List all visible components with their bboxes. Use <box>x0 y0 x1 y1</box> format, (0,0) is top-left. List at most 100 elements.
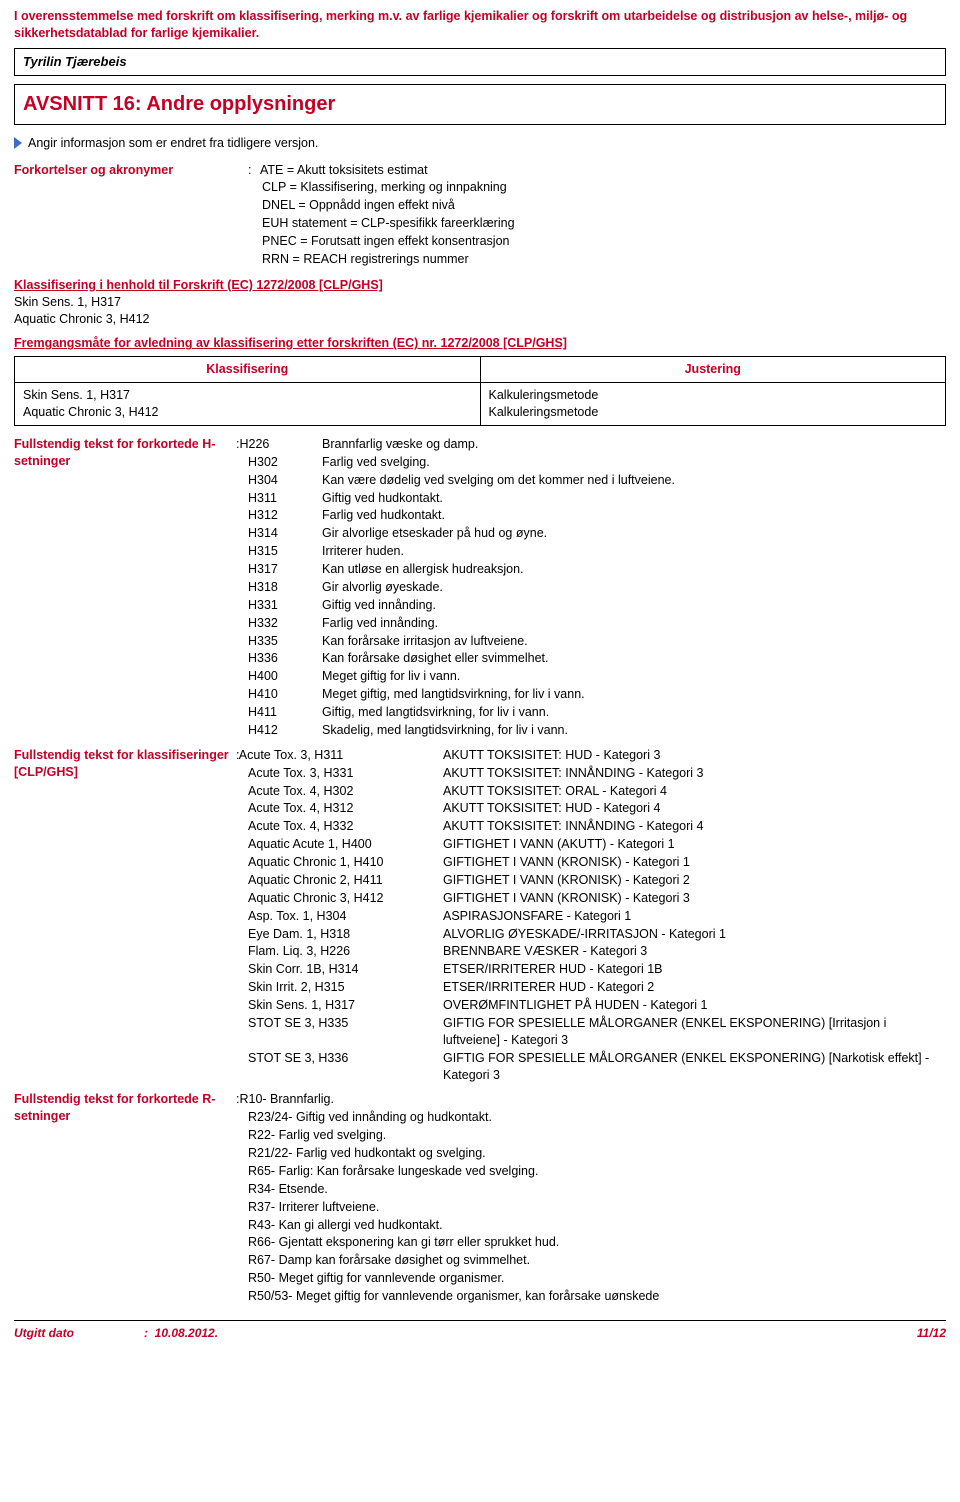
h-code: H304 <box>248 472 310 489</box>
section-title: AVSNITT 16: Andre opplysninger <box>14 84 946 125</box>
h-code: : H226 <box>248 436 310 453</box>
h-code: H332 <box>248 615 310 632</box>
h-code: H317 <box>248 561 310 578</box>
clp-text: GIFTIG FOR SPESIELLE MÅLORGANER (ENKEL E… <box>443 1015 946 1049</box>
h-text: Brannfarlig væske og damp. <box>322 436 946 453</box>
clp-code: Acute Tox. 3, H331 <box>248 765 433 782</box>
footer-date-label: Utgitt dato <box>14 1326 74 1340</box>
page-footer: Utgitt dato : 10.08.2012. 11/12 <box>14 1320 946 1341</box>
r-line: R50/53- Meget giftig for vannlevende org… <box>248 1288 946 1305</box>
r-line: R43- Kan gi allergi ved hudkontakt. <box>248 1217 946 1234</box>
h-code: H315 <box>248 543 310 560</box>
procedure-heading: Fremgangsmåte for avledning av klassifis… <box>14 335 946 352</box>
change-flag-icon <box>14 137 22 149</box>
clp-text: AKUTT TOKSISITET: HUD - Kategori 3 <box>443 747 946 764</box>
table-cell: Skin Sens. 1, H317 <box>23 387 472 404</box>
h-text: Giftig ved innånding. <box>322 597 946 614</box>
clp-text: AKUTT TOKSISITET: HUD - Kategori 4 <box>443 800 946 817</box>
abbreviations-list: : ATE = Akutt toksisitets estimat CLP = … <box>248 162 946 269</box>
clp-code: Acute Tox. 4, H332 <box>248 818 433 835</box>
clp-code: Aquatic Chronic 3, H412 <box>248 890 433 907</box>
regulation-header: I overensstemmelse med forskrift om klas… <box>14 8 946 42</box>
abbr-item: CLP = Klassifisering, merking og innpakn… <box>248 179 946 196</box>
r-line: R67- Damp kan forårsake døsighet og svim… <box>248 1252 946 1269</box>
h-code: H336 <box>248 650 310 667</box>
r-line: R22- Farlig ved svelging. <box>248 1127 946 1144</box>
classification-line: Skin Sens. 1, H317 <box>14 294 946 311</box>
clpghs-list: : Acute Tox. 3, H311AKUTT TOKSISITET: HU… <box>248 747 946 1084</box>
clp-code: Skin Sens. 1, H317 <box>248 997 433 1014</box>
clp-code: Flam. Liq. 3, H226 <box>248 943 433 960</box>
abbr-item: ATE = Akutt toksisitets estimat <box>260 163 428 177</box>
clp-code: Eye Dam. 1, H318 <box>248 926 433 943</box>
h-code: H335 <box>248 633 310 650</box>
abbr-item: RRN = REACH registrerings nummer <box>248 251 946 268</box>
table-header: Justering <box>480 357 946 383</box>
h-code: H410 <box>248 686 310 703</box>
clp-text: ASPIRASJONSFARE - Kategori 1 <box>443 908 946 925</box>
h-text: Irriterer huden. <box>322 543 946 560</box>
h-code: H411 <box>248 704 310 721</box>
h-text: Skadelig, med langtidsvirkning, for liv … <box>322 722 946 739</box>
h-text: Farlig ved svelging. <box>322 454 946 471</box>
clp-code: Acute Tox. 4, H302 <box>248 783 433 800</box>
r-line: R21/22- Farlig ved hudkontakt og svelgin… <box>248 1145 946 1162</box>
clp-text: ALVORLIG ØYESKADE/-IRRITASJON - Kategori… <box>443 926 946 943</box>
h-text: Kan forårsake irritasjon av luftveiene. <box>322 633 946 650</box>
clp-text: GIFTIG FOR SPESIELLE MÅLORGANER (ENKEL E… <box>443 1050 946 1084</box>
h-code: H302 <box>248 454 310 471</box>
r-line: R23/24- Giftig ved innånding og hudkonta… <box>248 1109 946 1126</box>
h-text: Kan forårsake døsighet eller svimmelhet. <box>322 650 946 667</box>
table-cell: Kalkuleringsmetode <box>489 404 938 421</box>
h-code: H311 <box>248 490 310 507</box>
clp-text: GIFTIGHET I VANN (AKUTT) - Kategori 1 <box>443 836 946 853</box>
clp-code: Skin Irrit. 2, H315 <box>248 979 433 996</box>
h-text: Farlig ved hudkontakt. <box>322 507 946 524</box>
r-statements-block: Fullstendig tekst for forkortede R-setni… <box>14 1091 946 1306</box>
h-text: Farlig ved innånding. <box>322 615 946 632</box>
table-header: Klassifisering <box>15 357 481 383</box>
h-code: H412 <box>248 722 310 739</box>
r-statements-list: : R10- Brannfarlig.R23/24- Giftig ved in… <box>248 1091 946 1306</box>
clp-text: ETSER/IRRITERER HUD - Kategori 2 <box>443 979 946 996</box>
classification-line: Aquatic Chronic 3, H412 <box>14 311 946 328</box>
clpghs-block: Fullstendig tekst for klassifiseringer [… <box>14 747 946 1084</box>
h-text: Gir alvorlige etseskader på hud og øyne. <box>322 525 946 542</box>
h-text: Meget giftig for liv i vann. <box>322 668 946 685</box>
abbr-item: PNEC = Forutsatt ingen effekt konsentras… <box>248 233 946 250</box>
product-box: Tyrilin Tjærebeis <box>14 48 946 76</box>
clp-code: Asp. Tox. 1, H304 <box>248 908 433 925</box>
clp-code: STOT SE 3, H335 <box>248 1015 433 1049</box>
r-line: R66- Gjentatt eksponering kan gi tørr el… <box>248 1234 946 1251</box>
clp-code: Acute Tox. 4, H312 <box>248 800 433 817</box>
intro-text: Angir informasjon som er endret fra tidl… <box>28 135 318 152</box>
clp-text: AKUTT TOKSISITET: ORAL - Kategori 4 <box>443 783 946 800</box>
r-line: R65- Farlig: Kan forårsake lungeskade ve… <box>248 1163 946 1180</box>
abbreviations-label: Forkortelser og akronymer <box>14 162 244 269</box>
clp-text: BRENNBARE VÆSKER - Kategori 3 <box>443 943 946 960</box>
r-line: R50- Meget giftig for vannlevende organi… <box>248 1270 946 1287</box>
h-text: Meget giftig, med langtidsvirkning, for … <box>322 686 946 703</box>
classification-heading: Klassifisering i henhold til Forskrift (… <box>14 277 946 294</box>
clp-code: Skin Corr. 1B, H314 <box>248 961 433 978</box>
footer-date: 10.08.2012. <box>155 1326 218 1340</box>
h-statements-list: : H226 Brannfarlig væske og damp. H302 Farl… <box>248 436 946 739</box>
abbr-item: DNEL = Oppnådd ingen effekt nivå <box>248 197 946 214</box>
h-text: Kan utløse en allergisk hudreaksjon. <box>322 561 946 578</box>
clp-text: GIFTIGHET I VANN (KRONISK) - Kategori 1 <box>443 854 946 871</box>
classification-table: Klassifisering Justering Skin Sens. 1, H… <box>14 356 946 426</box>
h-code: H318 <box>248 579 310 596</box>
r-statements-label: Fullstendig tekst for forkortede R-setni… <box>14 1091 244 1306</box>
h-statements-label: Fullstendig tekst for forkortede H-setni… <box>14 436 244 739</box>
change-indicator-line: Angir informasjon som er endret fra tidl… <box>14 135 946 152</box>
clp-text: GIFTIGHET I VANN (KRONISK) - Kategori 3 <box>443 890 946 907</box>
table-cell: Aquatic Chronic 3, H412 <box>23 404 472 421</box>
clp-code: Aquatic Chronic 1, H410 <box>248 854 433 871</box>
h-text: Giftig, med langtidsvirkning, for liv i … <box>322 704 946 721</box>
h-statements-block: Fullstendig tekst for forkortede H-setni… <box>14 436 946 739</box>
r-line: R37- Irriterer luftveiene. <box>248 1199 946 1216</box>
table-cell: Kalkuleringsmetode <box>489 387 938 404</box>
r-line: R34- Etsende. <box>248 1181 946 1198</box>
clp-text: ETSER/IRRITERER HUD - Kategori 1B <box>443 961 946 978</box>
h-code: H400 <box>248 668 310 685</box>
